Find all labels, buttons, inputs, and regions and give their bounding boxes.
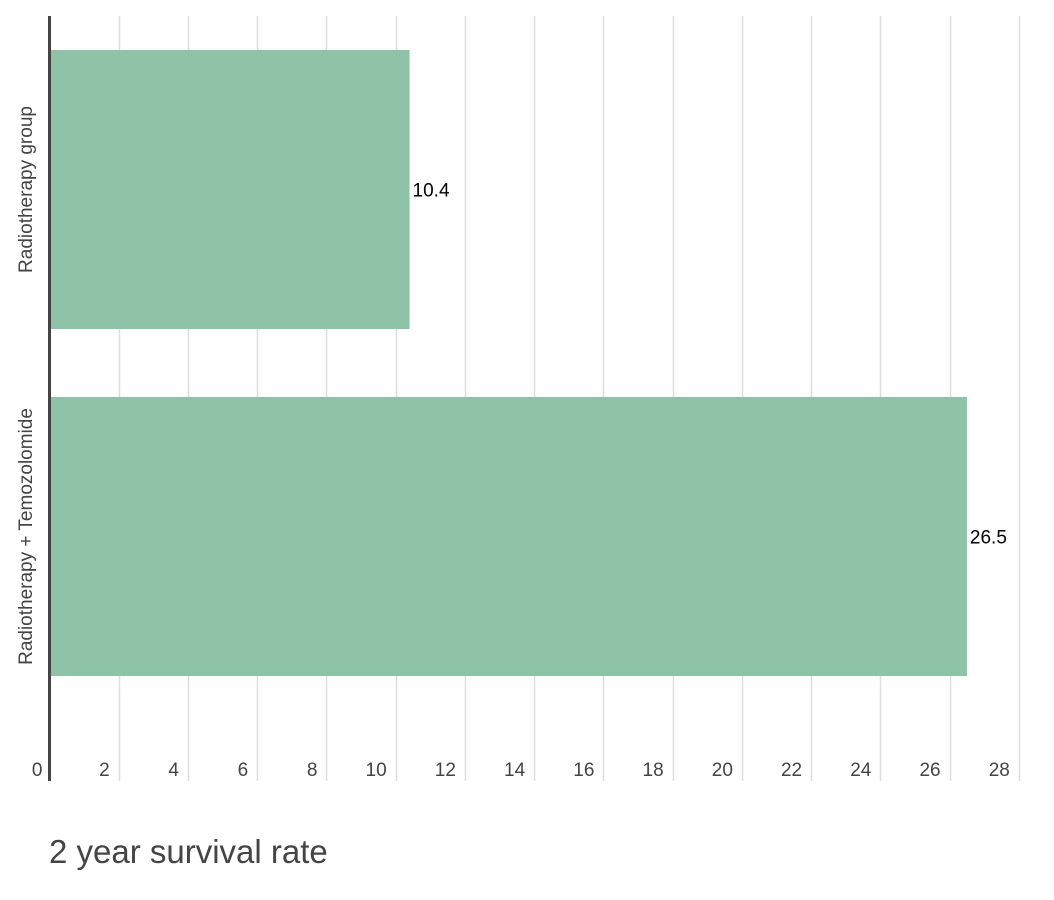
bars [49,50,967,676]
x-tick-label: 20 [712,760,733,781]
x-tick-label: 22 [781,760,802,781]
data-label: 10.4 [413,181,450,202]
x-tick-label: 24 [850,760,872,781]
data-label: 26.5 [970,528,1007,549]
x-tick-label: 14 [504,760,526,781]
bar [49,50,410,329]
x-tick-label: 4 [168,760,179,781]
bar-chart-plot: 10.4 26.5 Radiotherapy group Radiotherapy +… [16,16,1021,781]
x-tick-label: 12 [435,760,456,781]
x-tick-label: 18 [643,760,664,781]
x-tick-label: 8 [307,760,318,781]
x-tick-labels: 0 2 4 6 8 10 12 14 16 18 20 22 24 26 28 [32,760,1010,781]
x-tick-label: 10 [366,760,387,781]
x-tick-label: 2 [99,760,110,781]
category-label: Radiotherapy + Temozolomide [16,408,37,665]
x-tick-label: 6 [238,760,249,781]
x-tick-label: 16 [573,760,594,781]
bar [49,397,967,676]
category-label: Radiotherapy group [16,106,37,273]
data-labels: 10.4 26.5 [413,181,1007,549]
x-tick-label: 0 [32,760,43,781]
x-tick-label: 28 [989,760,1010,781]
category-labels: Radiotherapy group Radiotherapy + Temozol… [16,106,37,665]
chart-title: 2 year survival rate [49,833,328,870]
x-tick-label: 26 [919,760,940,781]
